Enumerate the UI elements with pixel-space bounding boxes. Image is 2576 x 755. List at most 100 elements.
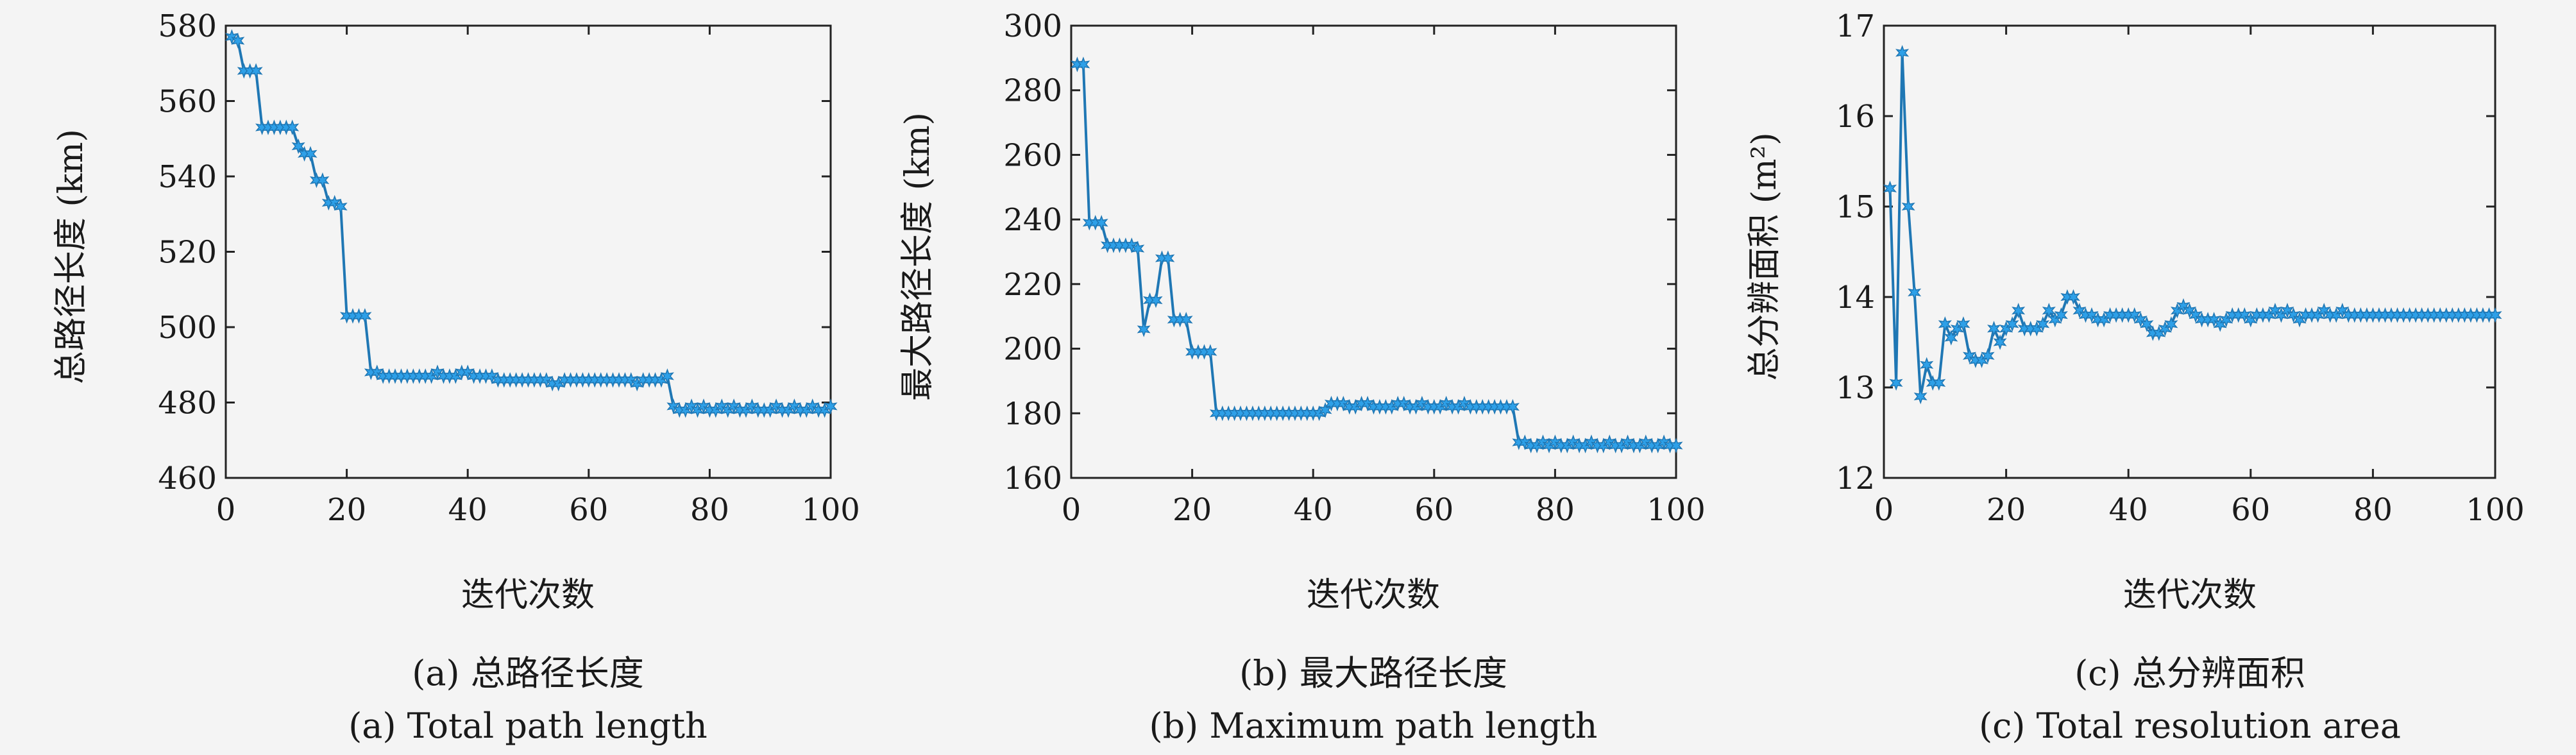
y-tick-label-b: 160 bbox=[1003, 461, 1062, 496]
data-point-b bbox=[1179, 312, 1193, 328]
y-tick-label-a: 460 bbox=[158, 461, 217, 496]
data-point-c bbox=[1938, 316, 1952, 332]
data-point-c bbox=[2280, 303, 2294, 319]
axes-frame-b bbox=[1070, 24, 1677, 479]
data-point-b bbox=[1076, 56, 1090, 72]
data-point-c bbox=[2005, 316, 2019, 332]
x-tick-label-b: 0 bbox=[1062, 492, 1081, 528]
data-point-c bbox=[2237, 307, 2251, 323]
data-point-a bbox=[328, 194, 342, 211]
data-point-c bbox=[2286, 307, 2301, 323]
caption-zh-b: (b) 最大路径长度 bbox=[1239, 653, 1507, 693]
data-point-a bbox=[745, 398, 759, 414]
data-point-b bbox=[1161, 250, 1175, 266]
data-point-c bbox=[1962, 348, 1977, 364]
data-point-b bbox=[1094, 215, 1108, 231]
y-tick-label-b: 240 bbox=[1003, 202, 1062, 238]
data-point-c bbox=[2066, 289, 2080, 305]
x-tick-label-a: 40 bbox=[448, 492, 487, 528]
data-point-b bbox=[1505, 399, 1520, 415]
data-point-c bbox=[2085, 307, 2099, 323]
plot-c: 12 13 14 15 16 17 0 20 40 60 80 100 bbox=[1836, 8, 2525, 528]
data-point-c bbox=[1901, 198, 1915, 215]
series-line-a bbox=[231, 35, 832, 412]
data-point-c bbox=[2268, 303, 2282, 319]
data-point-c bbox=[1956, 316, 1970, 332]
data-point-c bbox=[1993, 334, 2007, 350]
data-point-a bbox=[225, 29, 239, 45]
data-point-c bbox=[2207, 312, 2221, 328]
y-tick-label-a: 560 bbox=[158, 84, 217, 120]
plot-a: 460 480 500 520 540 560 580 0 20 40 60 80 100 bbox=[158, 8, 860, 528]
y-tick-label-b: 280 bbox=[1003, 73, 1062, 109]
data-point-c bbox=[2189, 307, 2203, 323]
y-tick-label-a: 520 bbox=[158, 235, 217, 271]
data-point-b bbox=[1203, 344, 1217, 360]
x-tick-label-c: 40 bbox=[2109, 492, 2148, 528]
caption-zh-a: (a) 总路径长度 bbox=[412, 653, 644, 693]
x-tick-label-a: 80 bbox=[690, 492, 729, 528]
data-point-a bbox=[769, 398, 783, 414]
x-tick-label-a: 0 bbox=[216, 492, 236, 528]
x-tick-label-c: 60 bbox=[2231, 492, 2270, 528]
data-point-a bbox=[291, 138, 305, 155]
data-point-a bbox=[715, 398, 729, 414]
data-point-c bbox=[1883, 180, 1897, 196]
data-point-c bbox=[2335, 303, 2350, 319]
xlabel-b: 迭代次数 bbox=[1307, 576, 1440, 615]
ylabel-c: 总分辨面积 (m²) bbox=[1745, 132, 1784, 380]
data-point-c bbox=[2182, 303, 2197, 319]
data-point-a bbox=[485, 368, 499, 384]
x-tick-label-c: 0 bbox=[1874, 492, 1894, 528]
data-point-b bbox=[1137, 321, 1151, 337]
data-point-c bbox=[2128, 307, 2142, 323]
y-tick-label-b: 260 bbox=[1003, 137, 1062, 173]
data-point-b bbox=[1149, 292, 1163, 309]
caption-en-b: (b) Maximum path length bbox=[1149, 706, 1598, 746]
caption-zh-c: (c) 总分辨面积 bbox=[2074, 653, 2305, 693]
data-point-a bbox=[285, 119, 300, 135]
data-point-c bbox=[2042, 303, 2056, 319]
y-tick-label-c: 13 bbox=[1836, 370, 1875, 406]
data-point-a bbox=[684, 398, 699, 414]
y-tick-label-b: 300 bbox=[1003, 8, 1062, 44]
y-tick-label-b: 200 bbox=[1003, 332, 1062, 368]
data-point-c bbox=[1895, 45, 1910, 61]
x-tick-label-b: 80 bbox=[1536, 492, 1575, 528]
y-tick-label-c: 17 bbox=[1836, 8, 1875, 44]
data-point-a bbox=[231, 33, 245, 49]
caption-en-a: (a) Total path length bbox=[348, 706, 708, 746]
data-point-c bbox=[1920, 357, 1934, 373]
data-point-a bbox=[358, 308, 372, 324]
data-point-c bbox=[2317, 303, 2331, 319]
y-tick-label-a: 500 bbox=[158, 310, 217, 346]
panel-b: 160 180 200 220 240 260 280 300 0 20 40 60 80 100 最大路… bbox=[899, 8, 1706, 746]
data-point-c bbox=[2054, 307, 2068, 323]
y-tick-label-c: 12 bbox=[1836, 461, 1875, 496]
data-point-c bbox=[2488, 307, 2502, 323]
data-point-c bbox=[1908, 284, 1922, 301]
axes-frame-c bbox=[1883, 24, 2496, 479]
x-tick-label-a: 60 bbox=[569, 492, 608, 528]
data-point-a bbox=[249, 63, 263, 79]
data-point-c bbox=[2140, 316, 2154, 332]
series-line-c bbox=[1888, 53, 2495, 397]
data-point-b bbox=[1131, 241, 1145, 257]
data-point-c bbox=[1913, 388, 1928, 405]
x-tick-label-b: 20 bbox=[1173, 492, 1212, 528]
panel-c: 12 13 14 15 16 17 0 20 40 60 80 100 总分辨面积 (m²) 迭代次数… bbox=[1745, 8, 2525, 746]
data-point-a bbox=[316, 172, 330, 189]
data-point-c bbox=[2164, 316, 2178, 332]
data-point-a bbox=[334, 198, 348, 215]
data-point-a bbox=[666, 398, 681, 414]
data-point-c bbox=[2072, 303, 2087, 319]
x-tick-label-b: 100 bbox=[1647, 492, 1706, 528]
y-tick-label-c: 16 bbox=[1836, 99, 1875, 135]
data-point-c bbox=[1889, 375, 1903, 391]
y-tick-label-b: 220 bbox=[1003, 267, 1062, 303]
y-tick-label-a: 540 bbox=[158, 159, 217, 195]
x-tick-label-c: 20 bbox=[1987, 492, 2026, 528]
xlabel-c: 迭代次数 bbox=[2123, 576, 2257, 615]
y-tick-label-c: 14 bbox=[1836, 280, 1875, 316]
data-point-a bbox=[660, 368, 674, 384]
